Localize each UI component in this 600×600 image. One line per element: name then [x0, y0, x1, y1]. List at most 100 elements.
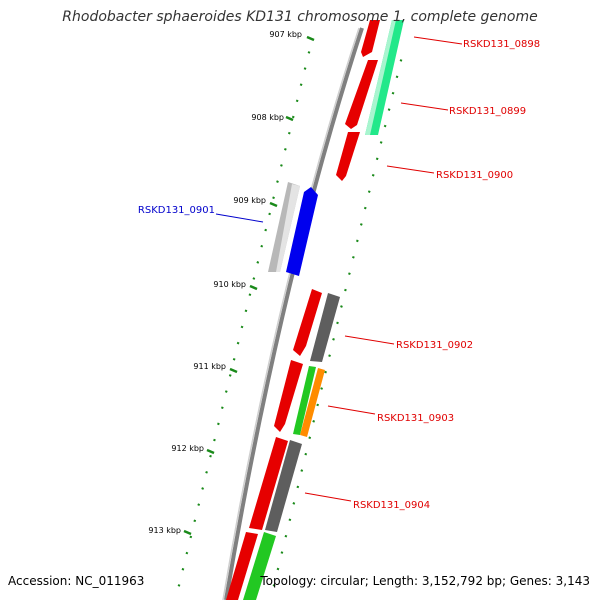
tick-dot	[244, 309, 248, 313]
tick-dot	[295, 99, 299, 103]
tick-dot	[288, 518, 292, 522]
tick-dot	[236, 341, 240, 345]
kbp-tick-label: 907 kbp	[269, 30, 302, 39]
gene-label[interactable]: RSKD131_0904	[353, 500, 430, 511]
kbp-tick-label: 911 kbp	[193, 362, 226, 371]
tick-dot	[181, 567, 185, 571]
tick-dot	[312, 420, 316, 423]
kbp-ticks: 907 kbp 908 kbp 909 kbp 910 kbp 911 kbp …	[148, 30, 315, 536]
gene-label[interactable]: RSKD131_0899	[449, 106, 526, 117]
gene-feature[interactable]	[265, 440, 302, 532]
tick-dot	[316, 403, 320, 407]
gene-label[interactable]: RSKD131_0903	[377, 413, 454, 424]
tick-dot	[355, 239, 359, 243]
tick-dot	[287, 131, 291, 135]
kbp-tick-label: 908 kbp	[251, 113, 284, 122]
tick-dot	[177, 584, 181, 587]
tick-dot	[228, 374, 232, 377]
accession-text: Accession: NC_011963	[8, 574, 145, 588]
tick-dot	[272, 584, 276, 587]
tick-dot	[307, 51, 311, 54]
tick-dot	[283, 147, 287, 151]
tick-dot	[201, 487, 205, 490]
gene-feature[interactable]	[300, 368, 325, 437]
kbp-tick-label: 909 kbp	[233, 196, 266, 205]
tick-dot	[367, 190, 371, 193]
tick-dot	[308, 436, 312, 440]
tick-dot	[189, 535, 193, 539]
gene-feature[interactable]	[293, 289, 322, 356]
gene-label[interactable]: RSKD131_0898	[463, 39, 540, 50]
gene-features	[226, 20, 404, 600]
gene-feature[interactable]	[361, 20, 380, 57]
gene-labels: RSKD131_0898 RSKD131_0899 RSKD131_0900 R…	[138, 36, 540, 511]
tick-dot	[209, 454, 212, 458]
tick-dot	[299, 83, 303, 87]
tick-dot	[300, 469, 304, 472]
tick-dot	[328, 354, 331, 358]
kbp-tick-label: 910 kbp	[213, 280, 246, 289]
gene-feature[interactable]	[274, 360, 303, 432]
gene-feature[interactable]	[310, 293, 340, 362]
tick-dot	[387, 108, 391, 111]
tick-dot	[383, 124, 387, 128]
gene-feature[interactable]	[286, 187, 318, 276]
tick-dot	[375, 157, 379, 161]
kbp-tick-label: 912 kbp	[171, 444, 204, 453]
kbp-tick-label: 913 kbp	[148, 526, 181, 535]
tick-dot	[320, 387, 323, 390]
tick-dot	[395, 75, 399, 79]
tick-dot	[197, 503, 201, 506]
tick-dot	[303, 67, 307, 70]
tick-dot	[359, 223, 363, 226]
gene-label[interactable]: RSKD131_0902	[396, 340, 473, 351]
gene-feature[interactable]	[293, 366, 316, 435]
tick-dot	[296, 485, 300, 489]
tick-dot	[340, 305, 343, 308]
tick-dot	[276, 567, 280, 571]
tick-dot	[224, 390, 228, 393]
tick-dot	[292, 502, 296, 505]
tick-dot	[260, 244, 264, 248]
tick-dot	[348, 272, 351, 276]
gene-feature[interactable]	[345, 60, 378, 129]
tick-dot	[280, 551, 284, 554]
gene-feature[interactable]	[226, 532, 258, 600]
tick-dot	[352, 255, 355, 259]
tick-dot	[213, 438, 216, 442]
tick-dot	[291, 115, 295, 119]
tick-dot	[363, 206, 367, 210]
tick-dot	[217, 422, 220, 426]
genome-backbone	[224, 27, 364, 600]
gene-label[interactable]: RSKD131_0901	[138, 205, 215, 216]
gene-feature[interactable]	[276, 184, 300, 272]
tick-dot	[220, 406, 224, 410]
page-title: Rhodobacter sphaeroides KD131 chromosome…	[62, 9, 538, 25]
gene-feature[interactable]	[243, 532, 276, 600]
tick-dot	[371, 173, 375, 177]
tick-dot	[268, 212, 271, 216]
tick-dot	[324, 370, 327, 374]
tick-dots	[177, 51, 403, 587]
gene-feature-highlight	[365, 20, 396, 135]
gene-feature[interactable]	[336, 132, 360, 181]
tick-dot	[248, 293, 252, 297]
tick-dot	[284, 534, 288, 538]
gene-label[interactable]: RSKD131_0900	[436, 170, 513, 181]
tick-dot	[256, 261, 260, 264]
tick-dot	[264, 228, 268, 232]
tick-dot	[280, 164, 283, 167]
tick-dot	[252, 277, 256, 280]
tick-dot	[272, 196, 275, 200]
tick-dot	[205, 471, 208, 474]
tick-dot	[332, 337, 335, 341]
tick-dot	[232, 357, 236, 361]
tick-dot	[379, 141, 383, 144]
tick-dot	[193, 519, 197, 523]
tick-dot	[304, 452, 308, 456]
tick-dot	[391, 91, 395, 95]
gene-feature[interactable]	[249, 437, 288, 530]
genome-backbone-highlight	[222, 27, 360, 600]
tick-dot	[276, 180, 279, 183]
